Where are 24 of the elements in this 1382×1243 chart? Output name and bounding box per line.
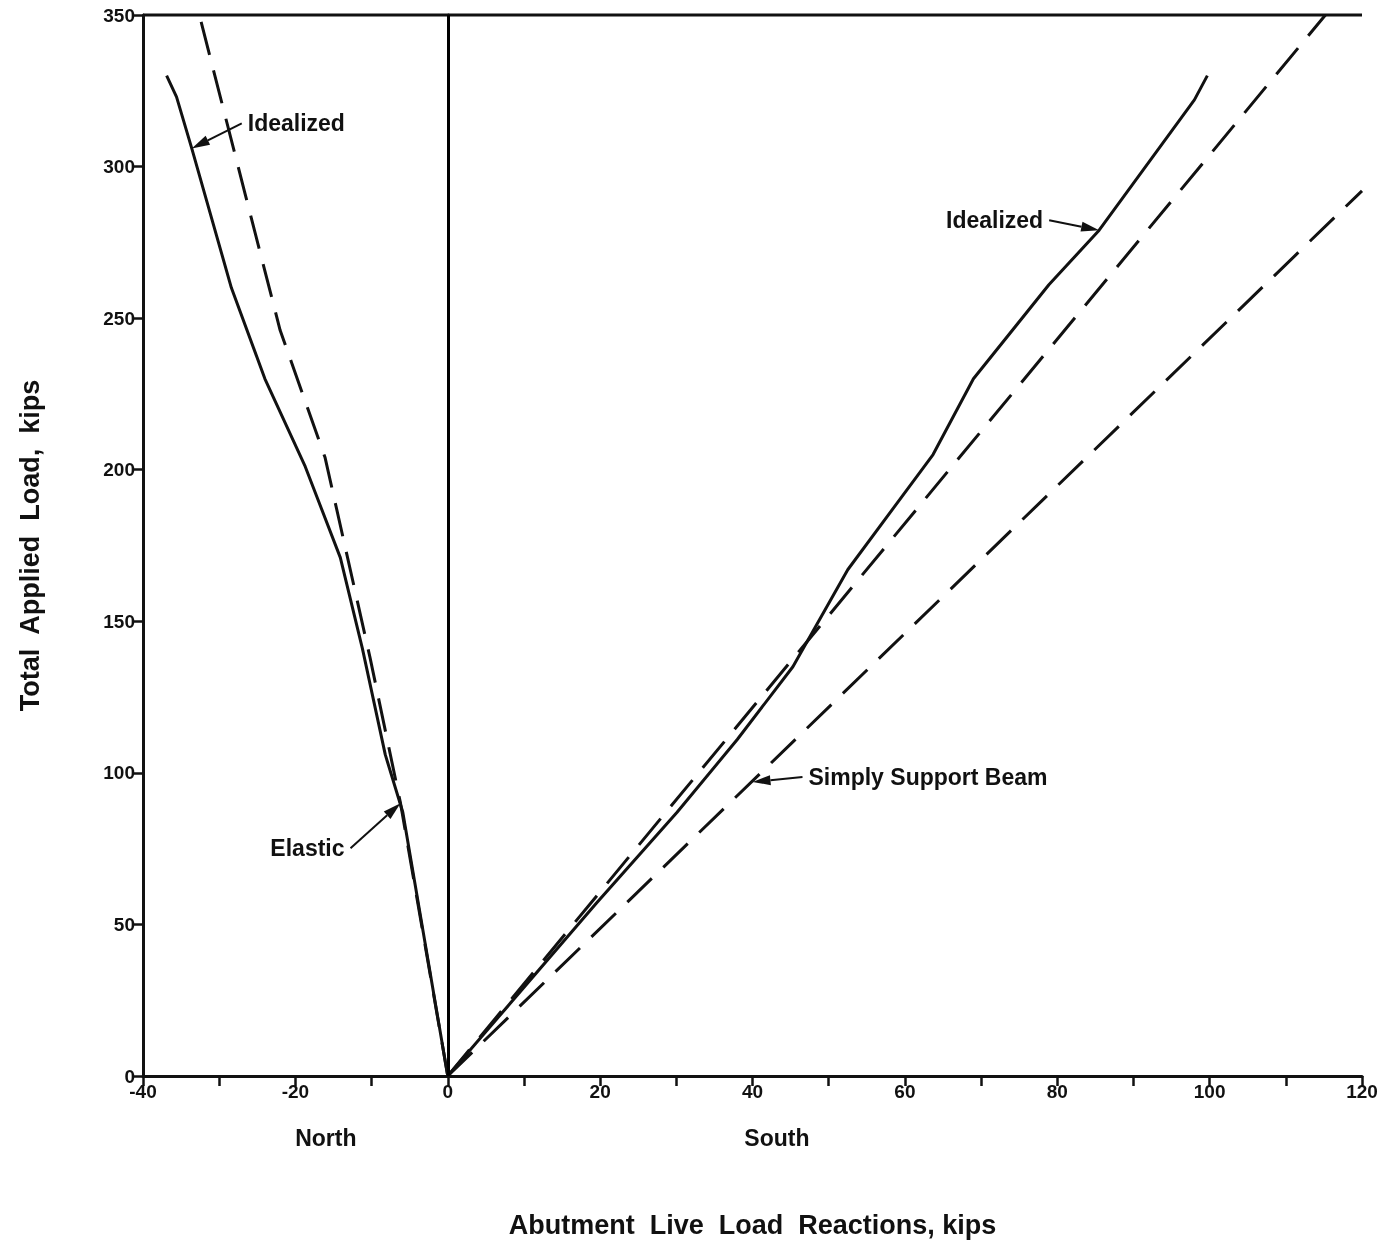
y-tick-label: 150: [103, 610, 135, 632]
annotation: Idealized: [247, 110, 345, 137]
y-tick-label: 0: [124, 1065, 135, 1087]
annotation: Simply Support Beam: [808, 763, 1048, 790]
x-tick-label: -20: [281, 1081, 310, 1102]
x-tick-label: 100: [1193, 1081, 1226, 1102]
x-tick-label: 120: [1346, 1081, 1378, 1102]
text: South: [744, 1125, 810, 1151]
annotation: Elastic: [270, 835, 345, 862]
x-tick-label: 60: [894, 1081, 916, 1102]
y-tick-label: 200: [103, 459, 135, 481]
y-tick-label: 350: [103, 4, 135, 26]
x-tick-label: 40: [741, 1081, 764, 1102]
y-tick-label: 100: [103, 762, 135, 784]
x-tick-label: 20: [589, 1081, 611, 1102]
x-axis-title: Abutment Live Load Reactions, kips: [508, 1209, 997, 1240]
y-tick-label: 50: [113, 913, 135, 935]
x-tick-label: 80: [1046, 1081, 1068, 1102]
annotation: Idealized: [946, 207, 1044, 234]
x-tick-label: 0: [442, 1081, 454, 1102]
y-axis-title: Total Applied Load, kips: [14, 379, 45, 712]
text: North: [295, 1125, 357, 1151]
y-tick-label: 250: [103, 307, 135, 329]
y-tick-label: 300: [103, 156, 135, 178]
